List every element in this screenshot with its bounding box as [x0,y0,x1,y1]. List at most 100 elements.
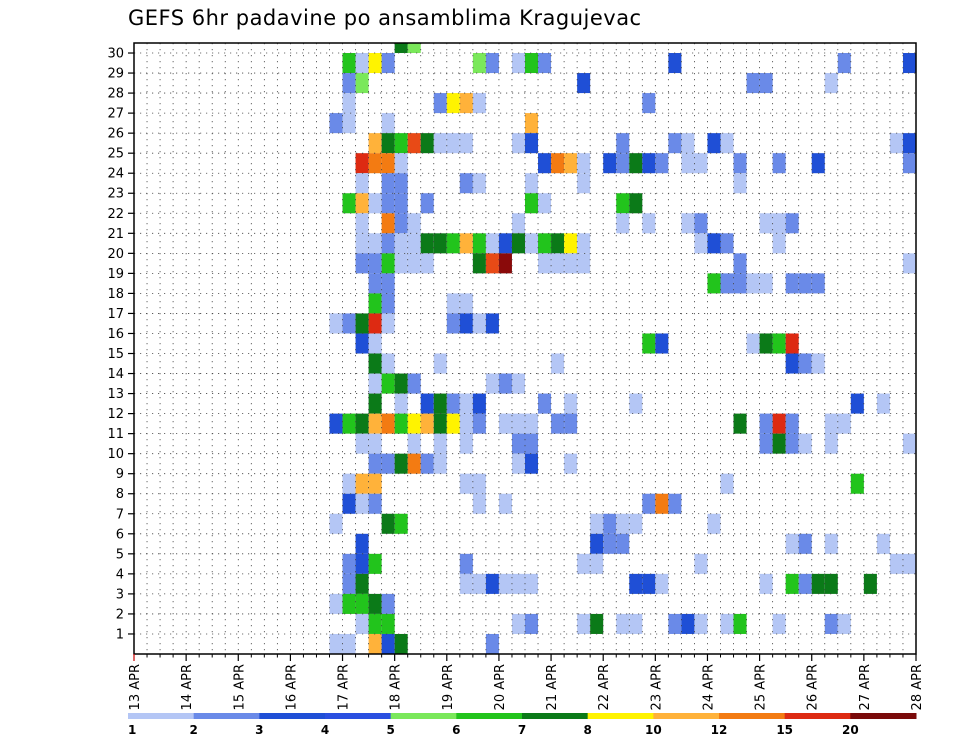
y-tick-label: 5 [116,547,124,562]
heatmap-cell [355,233,369,254]
heatmap-cell [407,433,421,454]
heatmap-cell [355,533,369,554]
heatmap-cell [511,573,525,594]
heatmap-cell [459,573,473,594]
heatmap-cell [538,253,552,274]
heatmap-cell [603,513,617,534]
heatmap-cell [525,433,539,454]
legend-label: 2 [189,723,197,737]
legend-label: 12 [711,723,728,737]
heatmap-cell [511,433,525,454]
axes-layer: 1234567891011121314151617181920212223242… [107,42,925,710]
heatmap-cell [355,333,369,354]
heatmap-cell [772,213,786,234]
heatmap-cell [681,213,695,234]
heatmap-cell [525,613,539,634]
heatmap-cell [368,453,382,474]
heatmap-cell [668,493,682,514]
heatmap-cell [394,133,408,154]
heatmap-cell [498,253,512,274]
heatmap-cell [329,313,343,334]
y-tick-label: 13 [107,387,124,402]
heatmap-cell [342,553,356,574]
y-tick-label: 11 [107,427,124,442]
heatmap-cell [407,133,421,154]
heatmap-cell [459,93,473,114]
x-tick-label: 19 APR [441,664,456,710]
heatmap-cell [863,573,877,594]
heatmap-cell [538,153,552,174]
heatmap-cell [642,213,656,234]
heatmap-cell [902,133,916,154]
heatmap-cell [446,413,460,434]
heatmap-cell [355,613,369,634]
heatmap-cell [446,233,460,254]
heatmap-cell [577,253,591,274]
heatmap-cell [498,573,512,594]
x-tick-label: 27 APR [858,664,873,710]
heatmap-cell [407,253,421,274]
heatmap-cell [394,233,408,254]
y-tick-label: 19 [107,267,124,282]
heatmap-cell [889,133,903,154]
heatmap-cell [772,433,786,454]
heatmap-cell [733,273,747,294]
heatmap-cell [785,573,799,594]
heatmap-cell [485,53,499,74]
heatmap-cell [342,593,356,614]
heatmap-cell [876,393,890,414]
legend-label: 3 [255,723,263,737]
heatmap-cell [355,593,369,614]
heatmap-cell [511,53,525,74]
x-tick-label: 14 APR [180,664,195,710]
heatmap-cell [824,433,838,454]
heatmap-cell [681,613,695,634]
legend-swatch [325,713,392,719]
x-tick-label: 18 APR [389,664,404,710]
heatmap-cell [329,593,343,614]
heatmap-cell [720,233,734,254]
heatmap-cell [407,43,421,54]
heatmap-cell [472,493,486,514]
heatmap-cell [616,133,630,154]
heatmap-cell [407,233,421,254]
heatmap-cell [616,513,630,534]
x-tick-label: 15 APR [232,664,247,710]
heatmap-cell [394,173,408,194]
heatmap-cell [902,253,916,274]
cells-layer [329,43,916,654]
heatmap-cell [329,113,343,134]
heatmap-cell [394,213,408,234]
heatmap-cell [511,133,525,154]
heatmap-cell [342,113,356,134]
y-tick-label: 17 [107,307,124,322]
heatmap-cell [798,353,812,374]
heatmap-cell [889,553,903,574]
heatmap-cell [342,493,356,514]
heatmap-cell [381,233,395,254]
heatmap-cell [759,573,773,594]
heatmap-cell [511,213,525,234]
legend-label: 6 [452,723,460,737]
heatmap-cell [381,293,395,314]
heatmap-cell [459,473,473,494]
heatmap-cell [798,573,812,594]
heatmap-cell [459,433,473,454]
heatmap-cell [472,93,486,114]
heatmap-cell [394,153,408,174]
heatmap-cell [485,373,499,394]
heatmap-cell [368,633,382,654]
heatmap-cell [394,633,408,654]
heatmap-cell [629,193,643,214]
heatmap-cell [733,613,747,634]
heatmap-cell [459,313,473,334]
y-tick-label: 18 [107,287,124,302]
heatmap-cell [759,333,773,354]
y-tick-label: 27 [107,107,124,122]
y-tick-label: 2 [116,607,124,622]
x-tick-label: 22 APR [597,664,612,710]
heatmap-cell [772,233,786,254]
heatmap-cell [720,473,734,494]
heatmap-cell [394,193,408,214]
heatmap-cell [446,313,460,334]
